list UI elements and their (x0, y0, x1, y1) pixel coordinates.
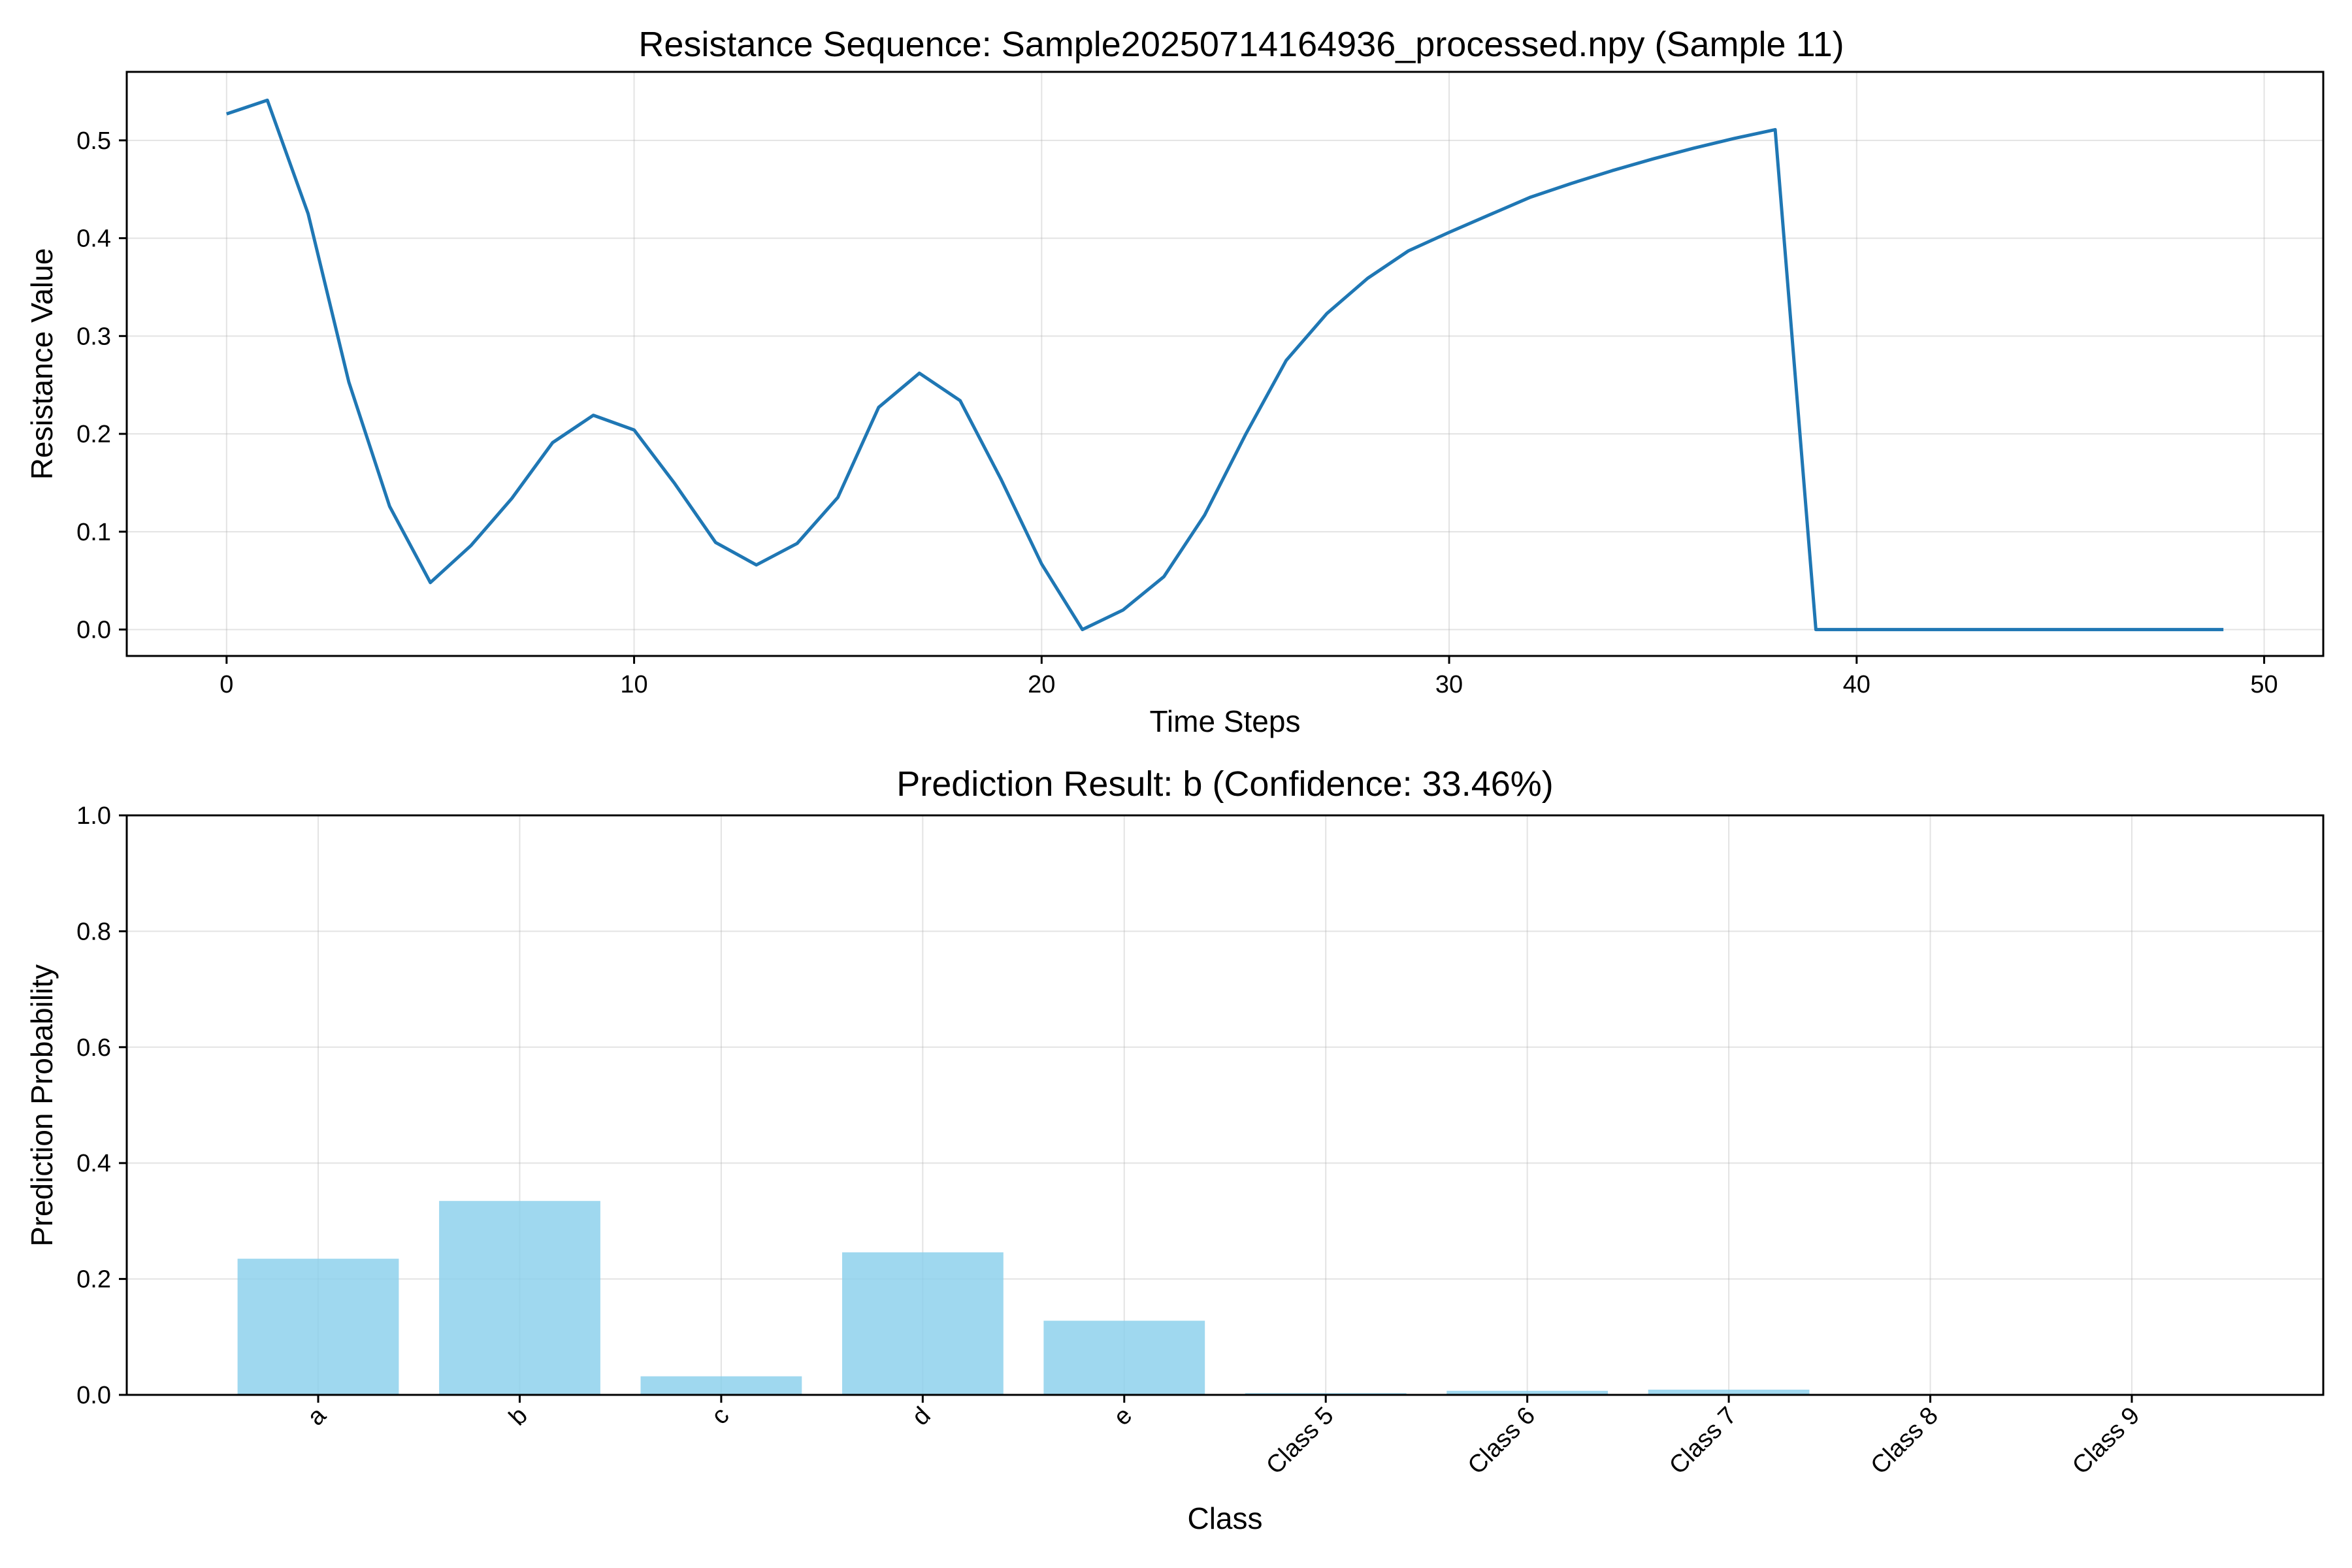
chart2-frame (125, 814, 2325, 1396)
chart2-ytick-label: 0.6 (76, 1034, 111, 1062)
chart1-ytick-label: 0.3 (76, 323, 111, 350)
prediction-bar (1446, 1390, 1609, 1395)
chart1-ticks: 0 10 20 30 40 50 0.0 0.1 0.2 0.3 0.4 0.5 (76, 127, 2278, 698)
chart2-ytick-label: 0.4 (76, 1150, 111, 1177)
prediction-bar (640, 1376, 802, 1395)
chart2-ylabel: Prediction Probability (25, 964, 59, 1247)
resistance-series-line (226, 98, 2224, 632)
chart2-ytick-label: 0.0 (76, 1382, 111, 1409)
chart1-ylabel: Resistance Value (25, 248, 59, 480)
prediction-bar (439, 1201, 600, 1395)
chart1-ytick-label: 0.1 (76, 519, 111, 546)
chart1-xtick-label: 10 (620, 671, 647, 698)
chart1-title: Resistance Sequence: Sample2025071416493… (638, 25, 1844, 64)
chart1-xlabel: Time Steps (1150, 704, 1301, 738)
chart1-ytick-label: 0.0 (76, 617, 111, 644)
prediction-bar (842, 1252, 1004, 1395)
prediction-bar (1043, 1320, 1205, 1395)
prediction-bar (1648, 1390, 1810, 1395)
chart1-xtick-label: 20 (1028, 671, 1055, 698)
chart1-xtick-label: 50 (2250, 671, 2278, 698)
chart2-bars (237, 1201, 2213, 1395)
chart2-ytick-label: 0.2 (76, 1266, 111, 1294)
chart2-title: Prediction Result: b (Confidence: 33.46%… (896, 764, 1554, 804)
chart1-xtick-label: 30 (1435, 671, 1463, 698)
resistance-chart: Resistance Sequence: Sample2025071416493… (25, 25, 2325, 738)
chart1-ytick-label: 0.4 (76, 225, 111, 253)
chart2-xlabel: Class (1187, 1501, 1262, 1535)
chart2-ytick-label: 1.0 (76, 802, 111, 830)
chart1-xtick-label: 0 (220, 671, 233, 698)
chart1-ytick-label: 0.2 (76, 421, 111, 448)
chart2-ytick-label: 0.8 (76, 918, 111, 945)
prediction-bar (237, 1258, 399, 1395)
chart1-frame (125, 71, 2325, 657)
chart1-xtick-label: 40 (1843, 671, 1870, 698)
chart1-ytick-label: 0.5 (76, 127, 111, 155)
